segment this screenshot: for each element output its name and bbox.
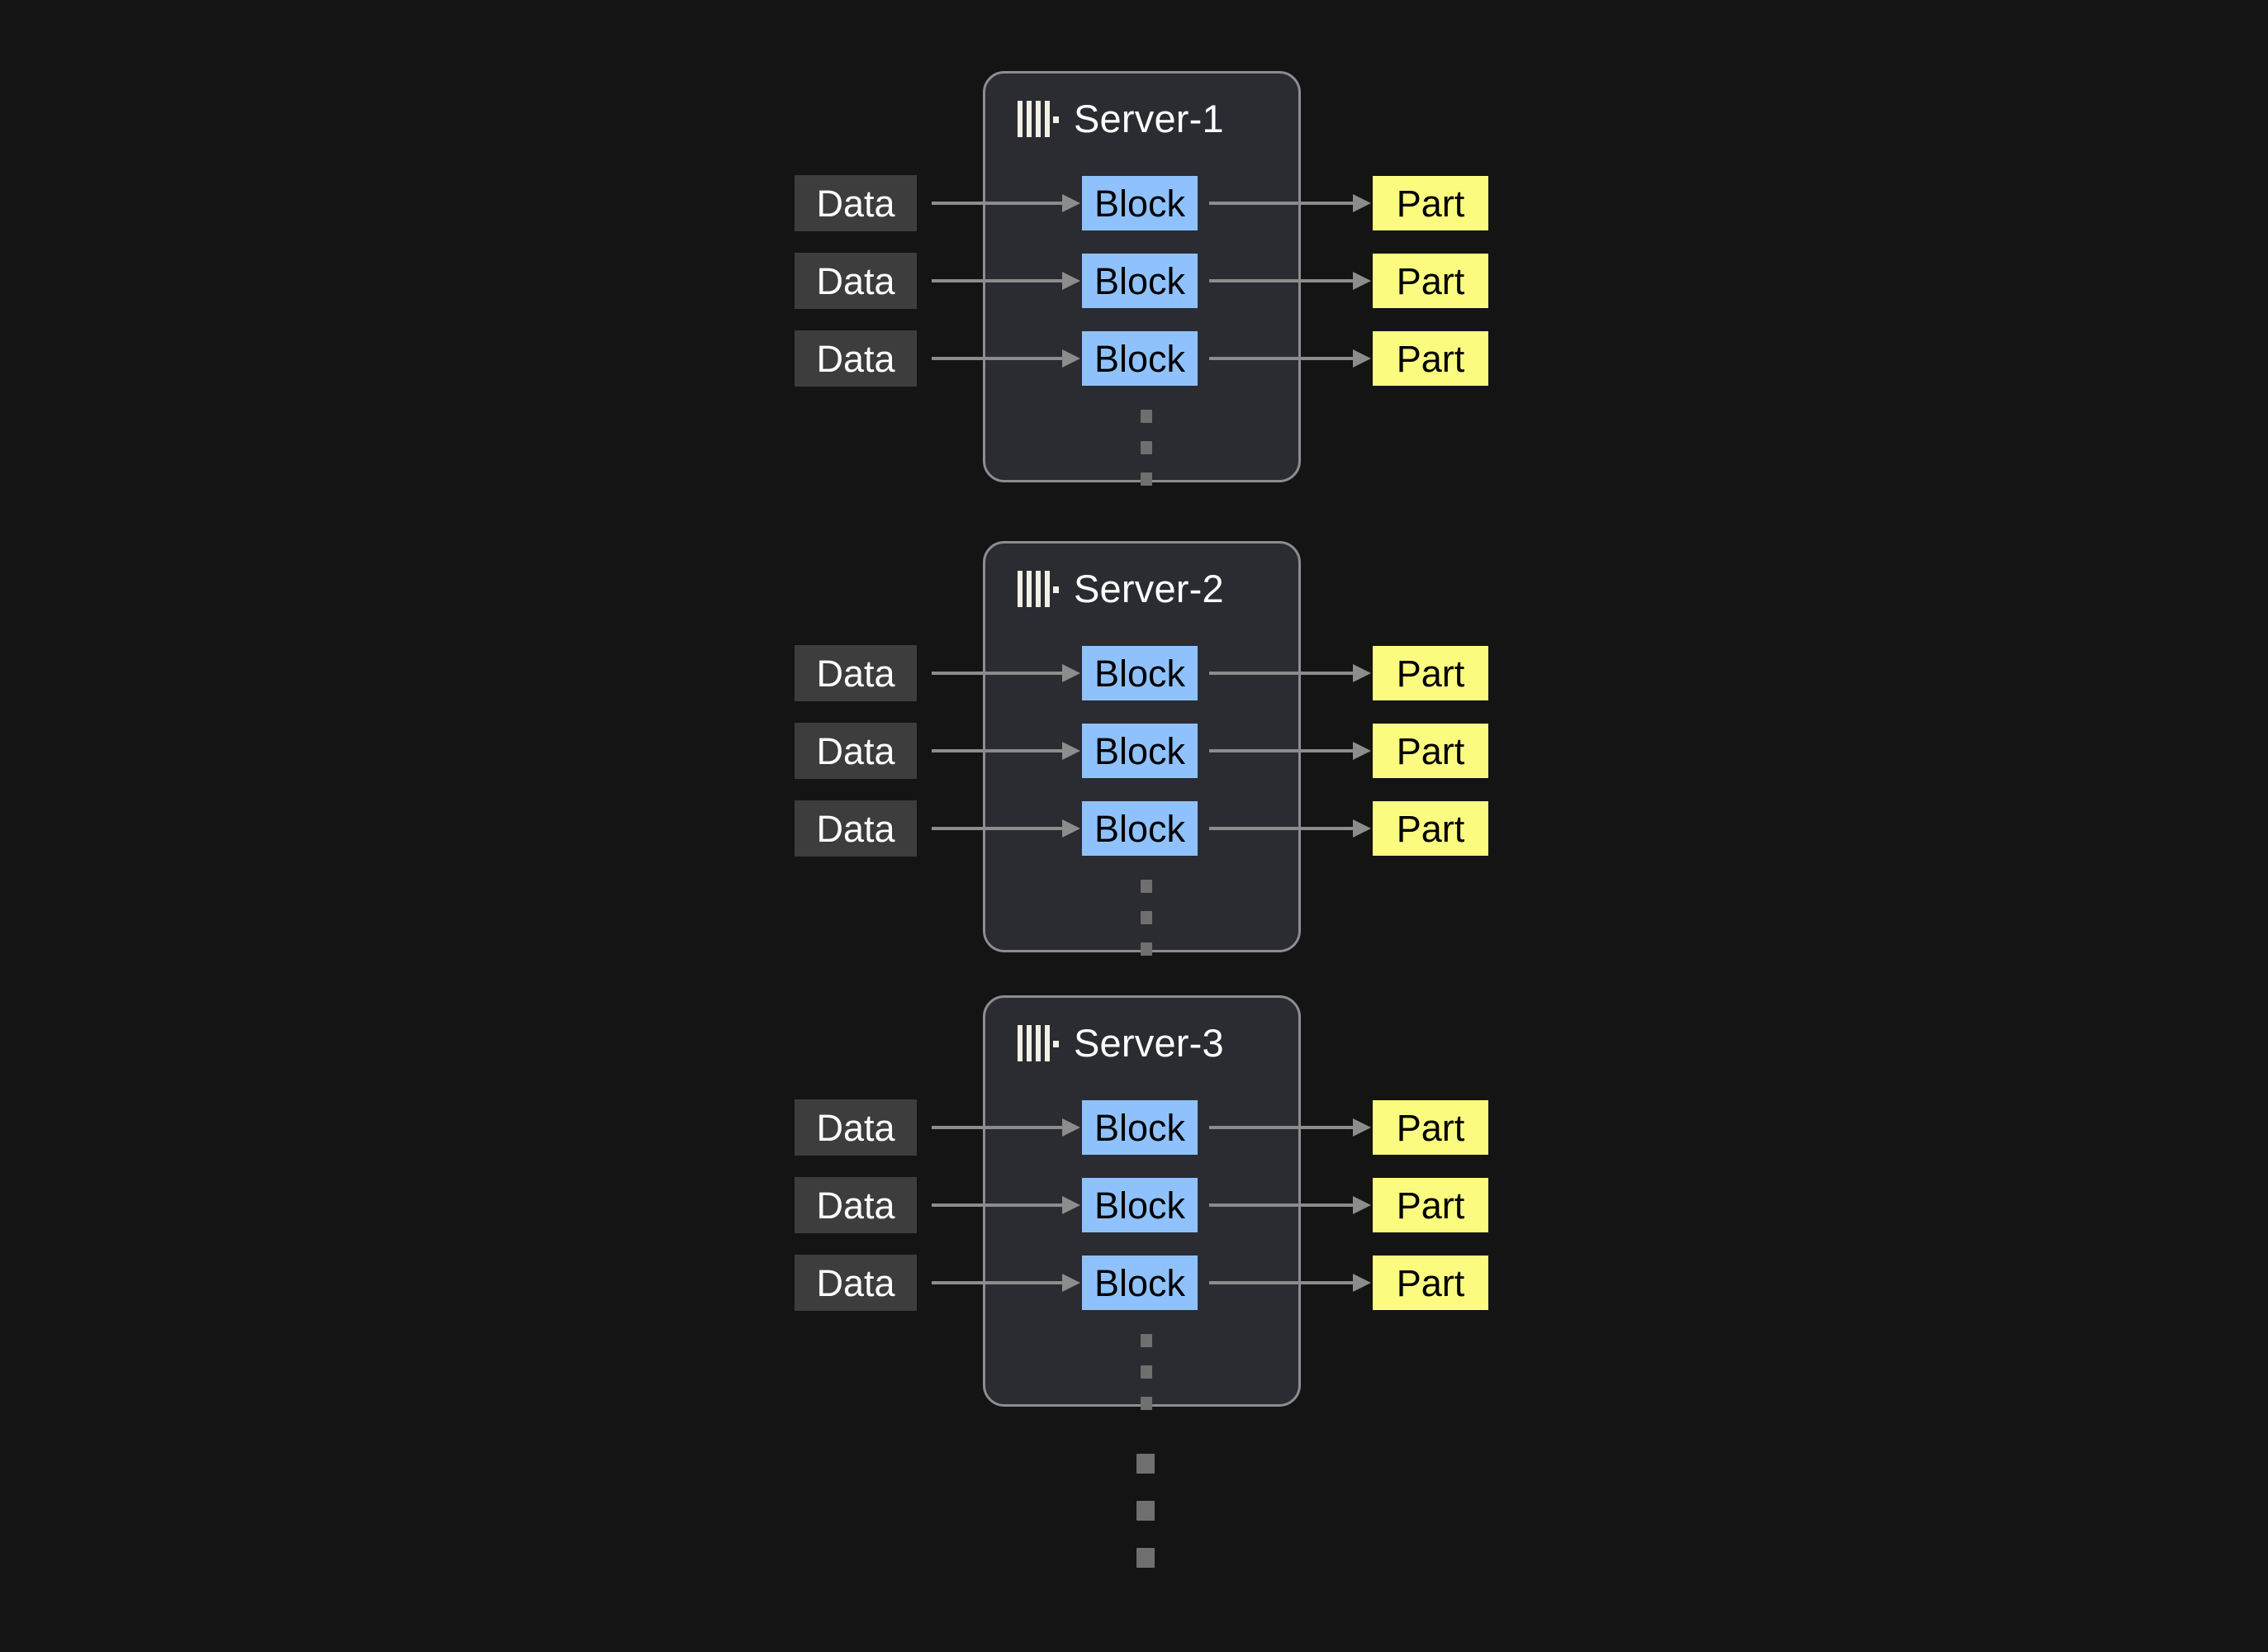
server-title: Server-1 bbox=[1074, 97, 1224, 140]
data-node: Data bbox=[795, 723, 917, 779]
arrow-head bbox=[1353, 1196, 1371, 1214]
part-node: Part bbox=[1373, 1178, 1488, 1232]
part-node: Part bbox=[1373, 646, 1488, 700]
arrow-head bbox=[1353, 742, 1371, 760]
arrow-head bbox=[1353, 819, 1371, 838]
ellipsis-dot bbox=[1136, 1454, 1155, 1474]
ellipsis-dot bbox=[1141, 880, 1152, 893]
part-node: Part bbox=[1373, 254, 1488, 308]
block-node: Block bbox=[1082, 1178, 1198, 1232]
block-node: Block bbox=[1082, 176, 1198, 230]
block-node: Block bbox=[1082, 331, 1198, 386]
server-title: Server-3 bbox=[1074, 1021, 1224, 1065]
block-node: Block bbox=[1082, 1256, 1198, 1310]
block-node: Block bbox=[1082, 254, 1198, 308]
block-node: Block bbox=[1082, 646, 1198, 700]
ellipsis-dot bbox=[1136, 1501, 1155, 1521]
data-node: Data bbox=[795, 175, 917, 231]
ellipsis-dot bbox=[1141, 1365, 1152, 1379]
ellipsis-dot bbox=[1141, 410, 1152, 423]
ellipsis-dot bbox=[1141, 942, 1152, 956]
part-node: Part bbox=[1373, 801, 1488, 856]
data-node: Data bbox=[795, 253, 917, 309]
part-node: Part bbox=[1373, 176, 1488, 230]
server-header-server-3: Server-3 bbox=[1018, 1023, 1224, 1062]
more-blocks-ellipsis bbox=[1141, 410, 1152, 486]
more-blocks-ellipsis bbox=[1141, 1334, 1152, 1410]
more-blocks-ellipsis bbox=[1141, 880, 1152, 956]
server-header-server-2: Server-2 bbox=[1018, 569, 1224, 608]
ellipsis-dot bbox=[1141, 441, 1152, 454]
part-node: Part bbox=[1373, 724, 1488, 778]
block-node: Block bbox=[1082, 801, 1198, 856]
arrow-head bbox=[1353, 272, 1371, 290]
server-rack-icon bbox=[1018, 100, 1059, 137]
data-node: Data bbox=[795, 645, 917, 701]
arrow-head bbox=[1353, 194, 1371, 212]
arrow-head bbox=[1353, 1118, 1371, 1137]
block-node: Block bbox=[1082, 1100, 1198, 1155]
data-node: Data bbox=[795, 1177, 917, 1233]
ellipsis-dot bbox=[1141, 1334, 1152, 1347]
part-node: Part bbox=[1373, 1256, 1488, 1310]
ellipsis-dot bbox=[1136, 1548, 1155, 1568]
arrow-head bbox=[1353, 1274, 1371, 1292]
server-header-server-1: Server-1 bbox=[1018, 99, 1224, 138]
server-rack-icon bbox=[1018, 1024, 1059, 1061]
arrow-head bbox=[1353, 349, 1371, 368]
block-node: Block bbox=[1082, 724, 1198, 778]
arrow-head bbox=[1353, 664, 1371, 682]
part-node: Part bbox=[1373, 331, 1488, 386]
more-servers-ellipsis bbox=[1136, 1454, 1155, 1568]
data-node: Data bbox=[795, 1255, 917, 1311]
ellipsis-dot bbox=[1141, 911, 1152, 924]
ellipsis-dot bbox=[1141, 472, 1152, 486]
part-node: Part bbox=[1373, 1100, 1488, 1155]
data-node: Data bbox=[795, 330, 917, 387]
server-rack-icon bbox=[1018, 570, 1059, 607]
data-node: Data bbox=[795, 1099, 917, 1156]
data-node: Data bbox=[795, 800, 917, 857]
ellipsis-dot bbox=[1141, 1397, 1152, 1410]
server-title: Server-2 bbox=[1074, 567, 1224, 610]
